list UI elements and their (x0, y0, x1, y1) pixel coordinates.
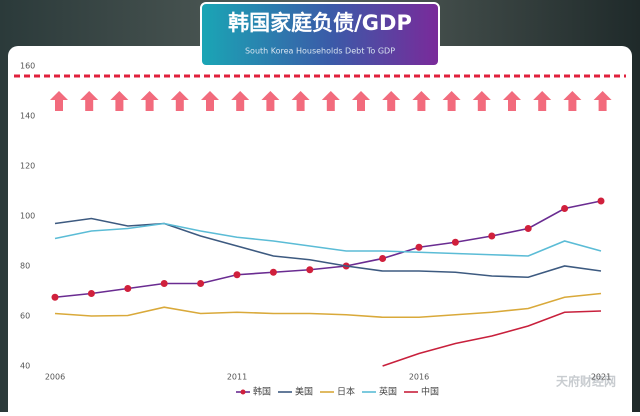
y-tick-label: 120 (20, 162, 35, 171)
point (561, 205, 569, 212)
series-line (54, 217, 602, 279)
y-tick-label: 40 (20, 362, 30, 371)
panel (8, 46, 632, 416)
y-tick-label: 60 (20, 312, 30, 321)
point (51, 293, 59, 301)
y-tick-label: 140 (20, 112, 35, 121)
x-tick-label: 2021 (591, 373, 611, 382)
y-tick-label: 80 (20, 262, 30, 271)
y-tick-label: 160 (20, 62, 35, 71)
series-line (54, 200, 602, 299)
point (87, 290, 95, 297)
title-box (200, 2, 440, 67)
point (124, 285, 132, 292)
x-tick-label: 2011 (227, 373, 247, 382)
x-tick-label: 2006 (45, 373, 65, 382)
chart-title: 韩国家庭负债/GDP (228, 11, 412, 35)
point (524, 225, 532, 232)
legend-label: 英国 (379, 386, 397, 398)
point (160, 280, 168, 287)
series-line (382, 310, 602, 367)
point (269, 268, 277, 276)
legend-label: 韩国 (253, 386, 271, 398)
watermark: 天府财经网 (556, 374, 616, 389)
point (597, 197, 605, 205)
series-line (54, 292, 602, 319)
x-tick-label: 2016 (409, 373, 429, 382)
point (197, 280, 205, 287)
point (233, 271, 241, 279)
point (379, 255, 387, 262)
series-line (54, 222, 602, 257)
legend-label: 中国 (421, 386, 439, 398)
legend-label: 美国 (295, 386, 313, 398)
legend-marker (240, 389, 246, 395)
point (451, 238, 459, 246)
point (488, 232, 496, 240)
y-tick-label: 100 (20, 212, 35, 221)
point (415, 243, 423, 251)
chart-subtitle: South Korea Households Debt To GDP (245, 47, 395, 56)
point (306, 266, 314, 274)
legend-label: 日本 (337, 386, 355, 398)
